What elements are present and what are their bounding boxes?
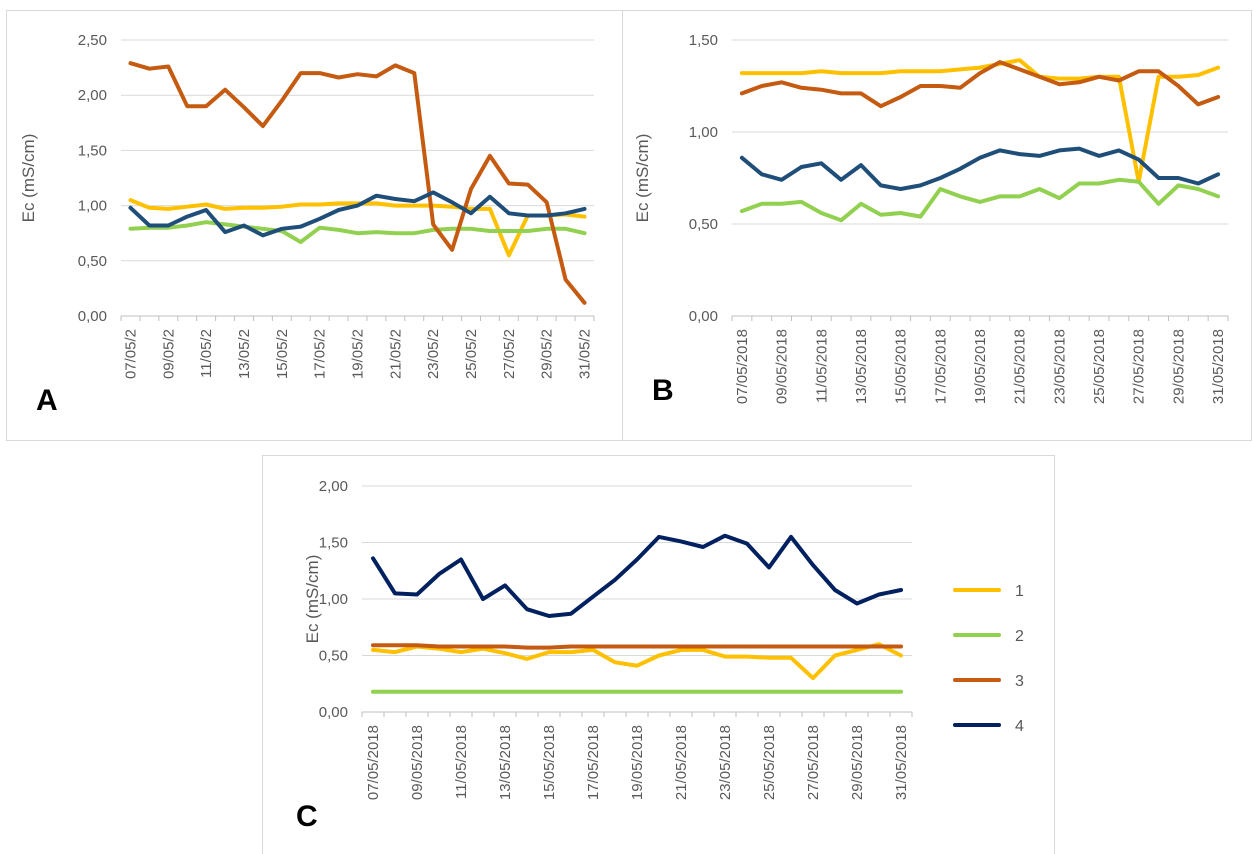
chart-a-x-tick-label: 09/05/2 [160, 329, 177, 379]
chart-c-series-3-line [371, 643, 903, 650]
chart-a-y-tick-label: 2,50 [78, 32, 107, 49]
chart-b-x-tick-label: 11/05/2018 [813, 329, 830, 403]
chart-c-series-1-line [371, 642, 903, 681]
chart-a-series-4-line [128, 190, 587, 238]
chart-b-y-tick-label: 0,50 [689, 216, 718, 233]
chart-a-y-tick-label: 1,00 [78, 198, 107, 215]
chart-a-panel-letter: A [36, 384, 58, 417]
chart-b-series-4-line [739, 146, 1221, 191]
chart-b-x-tick-label: 13/05/2018 [853, 329, 870, 404]
chart-a-y-tick-label: 0,00 [78, 308, 107, 325]
chart-c-x-tick-label: 31/05/2018 [893, 725, 910, 800]
chart-a-x-tick-label: 23/05/2 [425, 329, 442, 379]
chart-c-legend-label-2: 2 [1015, 628, 1024, 645]
chart-c-y-tick-label: 0,50 [319, 648, 348, 665]
chart-b-x-tick-label: 07/05/2018 [734, 329, 751, 404]
chart-a-x-tick-label: 19/05/2 [350, 329, 367, 379]
chart-c-legend-label-1: 1 [1015, 583, 1024, 600]
chart-b-y-axis-title: Ec (mS/cm) [633, 134, 652, 223]
chart-b-x-tick-label: 23/05/2018 [1051, 329, 1068, 404]
chart-a-x-tick-label: 13/05/2 [236, 329, 253, 379]
chart-c-x-tick-label: 13/05/2018 [497, 725, 514, 800]
chart-a-x-tick-label: 21/05/2 [387, 329, 404, 379]
chart-a-x-tick-label: 15/05/2 [274, 329, 291, 379]
chart-b-x-tick-label: 21/05/2018 [1012, 329, 1029, 404]
chart-b-x-tick-label: 27/05/2018 [1131, 329, 1148, 404]
chart-panel-b [622, 10, 1252, 441]
chart-a-x-tick-label: 07/05/2 [122, 329, 139, 379]
chart-a-series-1-line [128, 198, 587, 258]
chart-a-y-tick-label: 1,50 [78, 142, 107, 159]
chart-c-x-tick-label: 17/05/2018 [585, 725, 602, 800]
chart-a-x-tick-label: 25/05/2 [463, 329, 480, 379]
chart-b-x-tick-label: 17/05/2018 [932, 329, 949, 404]
chart-a-y-tick-label: 0,50 [78, 253, 107, 270]
chart-b-x-tick-label: 09/05/2018 [774, 329, 791, 404]
chart-c-y-tick-label: 1,00 [319, 591, 348, 608]
chart-b-x-tick-label: 25/05/2018 [1091, 329, 1108, 404]
chart-c-y-tick-label: 0,00 [319, 704, 348, 721]
chart-b-series-2-line [739, 177, 1221, 223]
chart-b-y-tick-label: 1,50 [689, 32, 718, 49]
chart-b-y-tick-label: 0,00 [689, 308, 718, 325]
chart-b-x-tick-label: 15/05/2018 [893, 329, 910, 404]
chart-c-x-tick-label: 21/05/2018 [673, 725, 690, 800]
chart-c-y-tick-label: 2,00 [319, 478, 348, 495]
chart-a-x-tick-label: 29/05/2 [539, 329, 556, 379]
chart-b-x-tick-label: 19/05/2018 [972, 329, 989, 404]
chart-c-series-4-line [371, 533, 903, 618]
chart-b-x-tick-label: 31/05/2018 [1210, 329, 1227, 404]
chart-b-y-tick-label: 1,00 [689, 124, 718, 141]
chart-a-x-tick-label: 31/05/2 [577, 329, 594, 379]
chart-c-x-tick-label: 29/05/2018 [849, 725, 866, 800]
chart-a-x-tick-label: 17/05/2 [312, 329, 329, 379]
chart-c-x-tick-label: 09/05/2018 [409, 725, 426, 800]
chart-c-x-tick-label: 23/05/2018 [717, 725, 734, 800]
chart-c-x-tick-label: 15/05/2018 [541, 725, 558, 800]
chart-a-x-tick-label: 11/05/2 [198, 329, 215, 378]
chart-b-series-3-line [739, 60, 1221, 109]
chart-a-y-tick-label: 2,00 [78, 87, 107, 104]
chart-c-x-tick-label: 07/05/2018 [365, 725, 382, 800]
chart-a-series-3-line [128, 61, 587, 305]
chart-c-y-axis-title: Ec (mS/cm) [303, 555, 322, 644]
chart-c-legend-label-4: 4 [1015, 718, 1024, 735]
chart-a-series-2-line [128, 220, 587, 244]
chart-c-legend-label-3: 3 [1015, 673, 1024, 690]
chart-c-x-tick-label: 27/05/2018 [805, 725, 822, 800]
chart-a-y-axis-title: Ec (mS/cm) [19, 134, 38, 223]
chart-c-x-tick-label: 19/05/2018 [629, 725, 646, 800]
chart-panel-a [6, 10, 622, 441]
chart-b-panel-letter: B [652, 374, 674, 407]
chart-c-x-tick-label: 25/05/2018 [761, 725, 778, 800]
chart-a-x-tick-label: 27/05/2 [501, 329, 518, 379]
chart-c-x-tick-label: 11/05/2018 [453, 725, 470, 799]
chart-b-x-tick-label: 29/05/2018 [1170, 329, 1187, 404]
chart-c-y-tick-label: 1,50 [319, 535, 348, 552]
chart-c-panel-letter: C [296, 800, 318, 833]
